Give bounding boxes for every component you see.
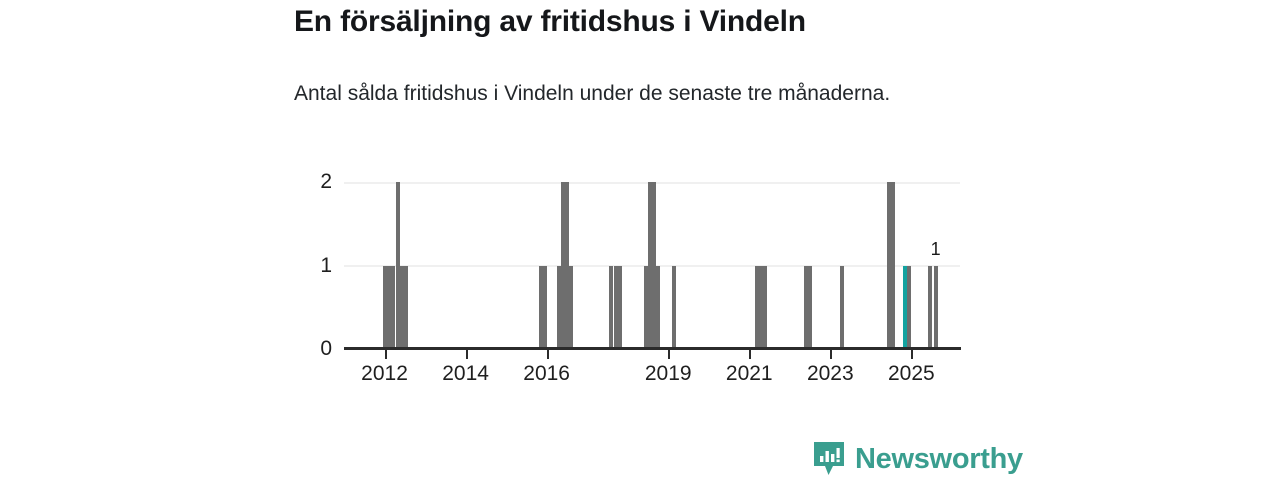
bar[interactable]	[755, 265, 760, 349]
bar[interactable]	[759, 265, 764, 349]
bar[interactable]	[643, 265, 648, 349]
x-axis-tick-label: 2023	[806, 362, 854, 385]
bar[interactable]	[390, 265, 395, 349]
x-axis-tick-label: 2025	[888, 362, 935, 385]
bar[interactable]	[617, 265, 622, 349]
x-axis-tick	[749, 350, 752, 359]
x-axis-tick	[668, 350, 671, 359]
bar[interactable]	[763, 265, 768, 349]
x-axis-tick-label: 2014	[442, 362, 489, 385]
bar[interactable]	[656, 265, 661, 349]
bar[interactable]	[808, 265, 813, 349]
bar[interactable]	[560, 182, 565, 349]
bar[interactable]	[386, 265, 391, 349]
bar[interactable]	[382, 265, 387, 349]
bar[interactable]	[652, 182, 657, 349]
bar[interactable]	[933, 265, 938, 349]
bar[interactable]	[672, 265, 677, 349]
bar[interactable]	[538, 265, 543, 349]
x-axis-tick-label: 2016	[523, 362, 570, 385]
bar[interactable]	[568, 265, 573, 349]
bar[interactable]	[404, 265, 408, 349]
x-axis-tick-label: 2012	[361, 362, 408, 385]
bar[interactable]	[395, 182, 400, 349]
bar[interactable]	[609, 265, 614, 349]
x-axis-tick	[465, 350, 468, 359]
bar[interactable]	[840, 265, 845, 349]
x-axis-tick	[830, 350, 833, 359]
bar[interactable]	[927, 265, 932, 349]
plot-grid	[344, 182, 960, 349]
bar[interactable]	[564, 182, 569, 349]
bar[interactable]	[887, 182, 892, 349]
bar-value-label: 1	[930, 238, 941, 259]
bar[interactable]	[891, 182, 896, 349]
newsworthy-logo[interactable]: Newsworthy	[812, 440, 1023, 478]
x-axis-tick	[384, 350, 387, 359]
bar[interactable]	[647, 182, 652, 349]
page-title: En försäljning av fritidshus i Vindeln	[294, 5, 806, 38]
x-axis-tick	[546, 350, 549, 359]
bar[interactable]	[613, 265, 618, 349]
newsworthy-bar-chart-bubble-icon	[814, 442, 844, 475]
y-axis-tick-label: 2	[320, 170, 332, 193]
bar[interactable]	[542, 265, 547, 349]
x-axis-line	[344, 347, 961, 350]
x-axis-tick-label: 2021	[725, 362, 773, 385]
bar[interactable]	[907, 265, 912, 349]
x-axis-tick	[911, 350, 914, 359]
gridline-1	[344, 265, 960, 267]
bar[interactable]	[804, 265, 808, 349]
bar[interactable]	[399, 265, 404, 349]
chart-subtitle: Antal sålda fritidshus i Vindeln under d…	[294, 82, 891, 105]
newsworthy-logo-text: Newsworthy	[855, 443, 1023, 475]
x-axis-tick-label: 2019	[644, 362, 692, 385]
bars-layer	[344, 182, 960, 349]
bar-highlighted[interactable]	[903, 265, 908, 349]
y-axis-tick-label: 0	[320, 337, 332, 360]
bar[interactable]	[556, 265, 561, 349]
gridline-2	[344, 182, 960, 184]
y-axis-tick-label: 1	[320, 253, 332, 277]
